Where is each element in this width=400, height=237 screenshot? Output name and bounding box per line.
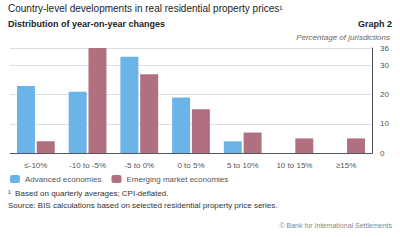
svg-text:36: 36: [380, 44, 389, 53]
svg-text:Distribution of year-on-year c: Distribution of year-on-year changes: [8, 19, 165, 29]
svg-text:Source: BIS calculations based: Source: BIS calculations based on select…: [8, 201, 277, 210]
svg-text:≥15%: ≥15%: [336, 161, 356, 170]
svg-text:Country-level developments in: Country-level developments in real resid…: [8, 3, 283, 14]
svg-text:Graph 2: Graph 2: [358, 19, 392, 29]
svg-text:20: 20: [380, 90, 389, 99]
svg-text:¹ Based on quarterly averages: ¹ Based on quarterly averages; CPI-defla…: [8, 189, 169, 198]
svg-text:10: 10: [380, 119, 389, 128]
svg-text:10 to 15%: 10 to 15%: [276, 161, 312, 170]
svg-text:5 to 10%: 5 to 10%: [227, 161, 259, 170]
svg-text:0: 0: [380, 149, 385, 158]
svg-text:≤-10%: ≤-10%: [24, 161, 47, 170]
svg-text:0 to 5%: 0 to 5%: [177, 161, 204, 170]
svg-text:Advanced economies: Advanced economies: [25, 175, 102, 184]
svg-text:30: 30: [380, 61, 389, 70]
svg-text:Emerging market economies: Emerging market economies: [126, 175, 228, 184]
svg-text:© Bank for International Settl: © Bank for International Settlements: [279, 222, 392, 229]
svg-text:-5 to 0%: -5 to 0%: [124, 161, 154, 170]
svg-text:Percentage of jurisdictions: Percentage of jurisdictions: [296, 33, 390, 42]
svg-text:-10 to -5%: -10 to -5%: [69, 161, 106, 170]
